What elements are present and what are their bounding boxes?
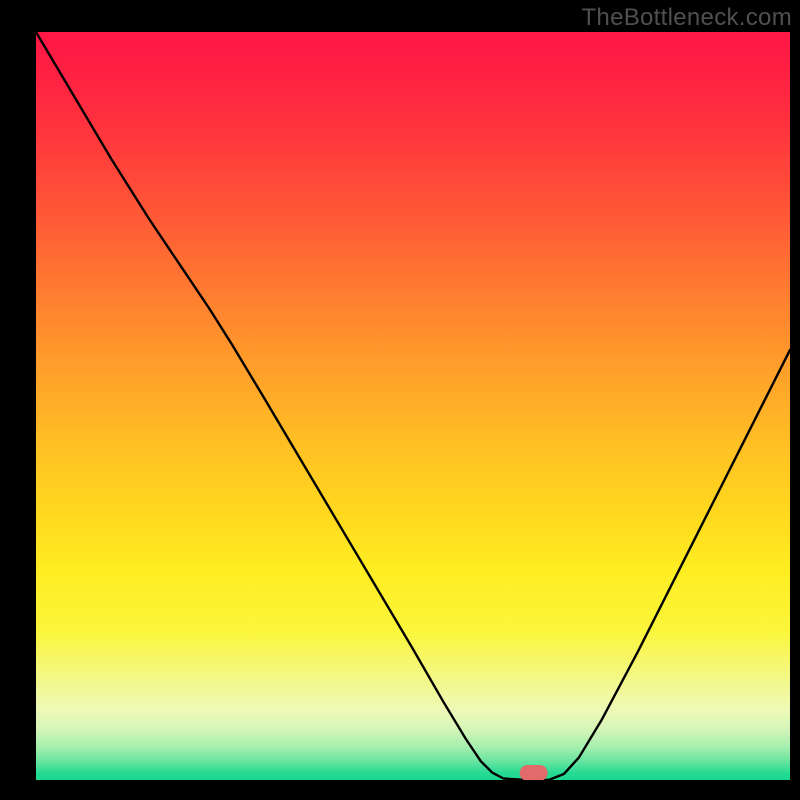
plot-area [36,32,790,780]
chart-svg [36,32,790,780]
watermark-text: TheBottleneck.com [581,4,792,32]
gradient-background [36,32,790,780]
optimal-marker [520,765,548,780]
